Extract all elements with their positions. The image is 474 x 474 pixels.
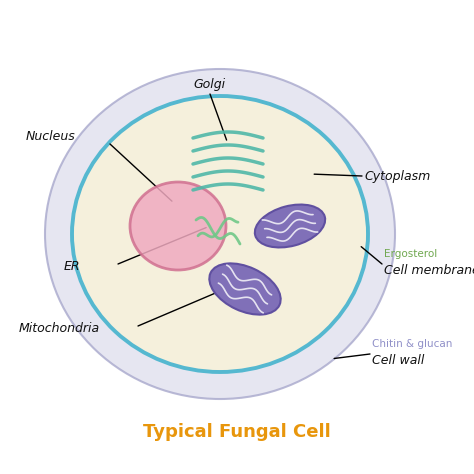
Ellipse shape — [72, 96, 368, 372]
Ellipse shape — [45, 69, 395, 399]
Text: ER: ER — [64, 259, 80, 273]
Text: Ergosterol: Ergosterol — [384, 249, 437, 259]
Text: Typical Fungal Cell: Typical Fungal Cell — [143, 423, 331, 441]
Text: Cytoplasm: Cytoplasm — [364, 170, 430, 182]
Ellipse shape — [255, 205, 325, 247]
Text: Mitochondria: Mitochondria — [19, 322, 100, 336]
Text: Chitin & glucan: Chitin & glucan — [372, 339, 452, 349]
Ellipse shape — [210, 264, 281, 315]
Ellipse shape — [130, 182, 226, 270]
Text: Golgi: Golgi — [194, 78, 226, 91]
Text: Nucleus: Nucleus — [25, 129, 75, 143]
Text: Cell wall: Cell wall — [372, 355, 424, 367]
Text: Cell membrane: Cell membrane — [384, 264, 474, 277]
